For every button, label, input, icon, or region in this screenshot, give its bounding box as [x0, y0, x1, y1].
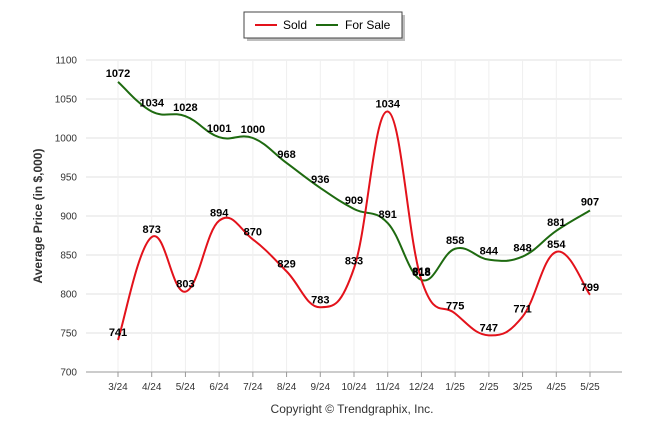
series-line-for-sale [117, 81, 591, 282]
data-label-sold: 870 [244, 226, 262, 238]
x-tick-label: 6/24 [209, 382, 229, 393]
x-tick-label: 5/25 [580, 382, 600, 393]
y-tick-label: 1050 [55, 95, 78, 106]
data-label-sold: 833 [345, 255, 363, 267]
data-label-for-sale: 907 [581, 197, 599, 209]
x-tick-label: 1/25 [445, 382, 465, 393]
data-label-sold: 747 [480, 322, 498, 334]
y-tick-label: 700 [60, 368, 77, 379]
data-label-for-sale: 891 [379, 209, 397, 221]
legend[interactable]: Sold For Sale [243, 11, 405, 41]
data-label-for-sale: 881 [547, 217, 565, 229]
y-tick-label: 950 [60, 173, 77, 184]
data-label-sold: 799 [581, 282, 599, 294]
data-label-for-sale: 858 [446, 235, 464, 247]
data-label-sold: 783 [311, 294, 329, 306]
data-label-for-sale: 936 [311, 174, 329, 186]
data-label-sold: 854 [547, 239, 566, 251]
gridlines [86, 59, 622, 373]
x-tick-label: 10/24 [341, 382, 366, 393]
data-label-for-sale: 1001 [207, 123, 231, 135]
x-tick-label: 11/24 [376, 382, 401, 393]
y-tick-label: 1000 [55, 134, 78, 145]
y-tick-label: 800 [60, 290, 77, 301]
data-label-for-sale: 1000 [241, 124, 265, 136]
y-tick-label: 750 [60, 329, 77, 340]
x-tick-label: 9/24 [311, 382, 331, 393]
legend-sold-label: Sold [283, 18, 307, 32]
series-line-sold [117, 110, 591, 341]
data-label-sold: 818 [412, 267, 430, 279]
x-tick-label: 3/25 [513, 382, 533, 393]
data-label-for-sale: 844 [480, 246, 499, 258]
data-label-for-sale: 1034 [139, 97, 164, 109]
data-label-sold: 771 [513, 304, 531, 316]
x-tick-label: 8/24 [277, 382, 297, 393]
data-labels: 741 873 803 894 870 829 783 833 1034 818 775 747 771… [106, 68, 599, 339]
x-tick-label: 4/25 [547, 382, 567, 393]
data-label-for-sale: 848 [513, 243, 531, 255]
y-tick-label: 850 [60, 251, 77, 262]
x-tick-label: 7/24 [243, 382, 263, 393]
copyright-credit: Copyright © Trendgraphix, Inc. [271, 402, 434, 416]
y-tick-label: 900 [60, 212, 77, 223]
data-label-for-sale: 1028 [173, 102, 197, 114]
x-tick-label: 2/25 [479, 382, 499, 393]
data-label-sold: 741 [109, 327, 127, 339]
legend-for-sale-label: For Sale [345, 18, 391, 32]
x-tick-label: 5/24 [176, 382, 196, 393]
data-label-for-sale: 818 [412, 266, 430, 278]
series-lines [117, 81, 591, 341]
data-label-for-sale: 909 [345, 195, 363, 207]
y-tick-label: 1100 [55, 56, 77, 67]
data-label-sold: 829 [277, 258, 295, 270]
data-label-for-sale: 968 [277, 149, 295, 161]
x-tick-label: 4/24 [142, 382, 162, 393]
data-label-sold: 775 [446, 301, 464, 313]
data-label-sold: 894 [210, 208, 229, 220]
x-tick-label: 12/24 [409, 382, 434, 393]
data-label-sold: 1034 [375, 98, 400, 110]
x-tick-label: 3/24 [108, 382, 128, 393]
y-axis-title: Average Price (in $,000) [31, 149, 45, 284]
data-label-sold: 803 [176, 279, 194, 291]
axes: 700 750 800 850 900 950 1000 1050 1100 3/24 4/24 5/… [55, 56, 622, 393]
data-label-sold: 873 [143, 224, 161, 236]
data-label-for-sale: 1072 [106, 68, 130, 80]
